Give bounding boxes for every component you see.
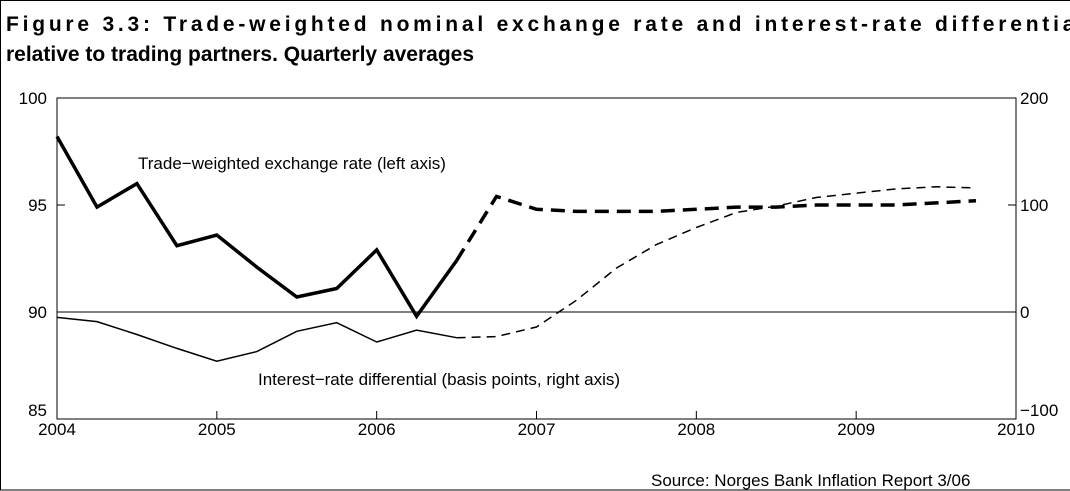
series-label: Trade−weighted exchange rate (left axis) xyxy=(138,154,446,173)
chart-title: Figure 3.3: Trade-weighted nominal excha… xyxy=(6,13,1070,36)
y-tick-label: 85 xyxy=(28,401,47,420)
x-tick-label: 2005 xyxy=(198,420,236,439)
series-line xyxy=(55,135,459,320)
y2-tick-label: 100 xyxy=(1020,196,1048,215)
series-line xyxy=(56,316,457,362)
y2-tick-label: 200 xyxy=(1020,89,1048,108)
y2-tick-label: −100 xyxy=(1020,401,1058,420)
series-line xyxy=(456,186,977,339)
x-tick-label: 2008 xyxy=(677,420,715,439)
chart-title: relative to trading partners. Quarterly … xyxy=(6,43,474,66)
y-tick-label: 100 xyxy=(19,89,47,108)
series-label: Interest−rate differential (basis points… xyxy=(258,370,620,389)
y-tick-label: 95 xyxy=(28,196,47,215)
x-tick-label: 2010 xyxy=(997,420,1035,439)
y-tick-label: 90 xyxy=(28,303,47,322)
x-tick-label: 2007 xyxy=(518,420,556,439)
x-tick-label: 2004 xyxy=(38,420,76,439)
series-line xyxy=(455,194,977,262)
x-tick-label: 2009 xyxy=(837,420,875,439)
x-tick-label: 2006 xyxy=(358,420,396,439)
source: Source: Norges Bank Inflation Report 3/0… xyxy=(651,471,970,490)
y2-tick-label: 0 xyxy=(1020,303,1029,322)
